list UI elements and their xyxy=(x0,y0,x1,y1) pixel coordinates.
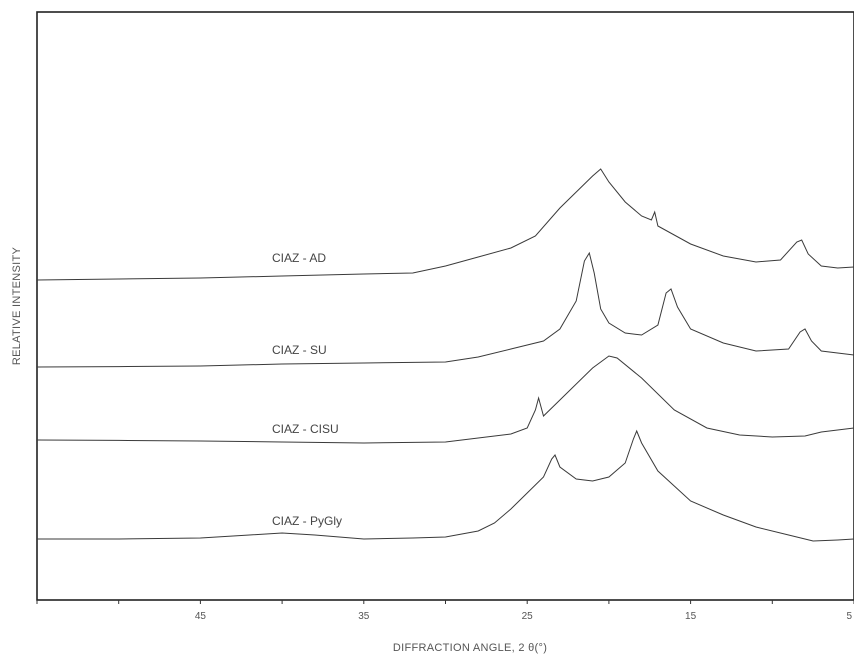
series-label: CIAZ - PyGly xyxy=(272,514,342,528)
x-tick-label: 45 xyxy=(195,611,207,622)
series-label: CIAZ - CISU xyxy=(272,422,339,436)
trace-ciaz-su xyxy=(36,251,854,368)
trace-ciaz-pygly xyxy=(37,429,854,542)
x-tick-label: 25 xyxy=(522,611,534,622)
x-tick-label: 35 xyxy=(358,611,370,622)
x-axis-title: DIFFRACTION ANGLE, 2 θ(°) xyxy=(393,642,547,654)
series-label: CIAZ - AD xyxy=(272,251,326,265)
x-tick-label: 5 xyxy=(846,611,852,622)
y-axis-title: RELATIVE INTENSITY xyxy=(11,247,23,366)
plot-frame xyxy=(36,11,854,601)
trace-ciaz-cisu xyxy=(36,355,854,444)
x-tick-label: 15 xyxy=(685,611,697,622)
series-label: CIAZ - SU xyxy=(272,343,327,357)
trace-ciaz-ad xyxy=(36,168,854,281)
